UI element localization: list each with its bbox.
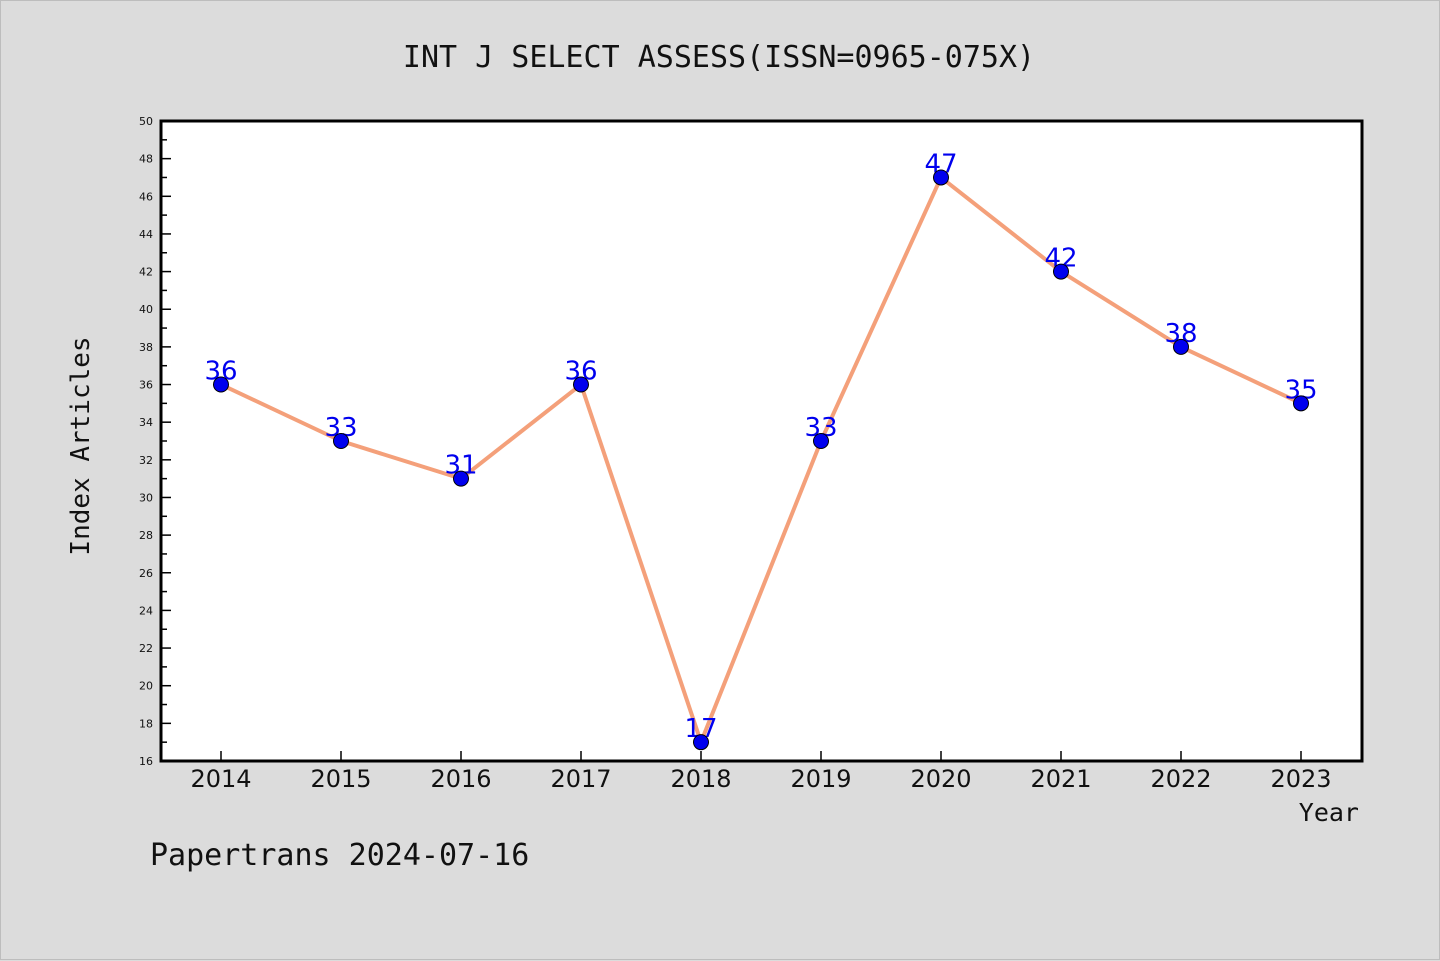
x-tick-label: 2022 [1150,765,1211,793]
y-tick-label: 16 [139,755,153,768]
series-line [220,175,1302,745]
x-axis: 2014 2015 2016 2017 2018 2019 2020 2021 2022 2023 [190,751,1332,793]
chart-title: INT J SELECT ASSESS(ISSN=0965-075X) [403,40,1035,75]
data-markers [213,169,1309,751]
data-point [333,433,349,449]
y-tick-label: 18 [139,717,153,730]
y-tick-label: 46 [139,190,153,203]
x-tick-label: 2019 [790,765,851,793]
plot-frame [159,119,1364,763]
data-point [453,470,469,487]
data-point [573,376,589,393]
data-point [813,433,829,449]
x-tick-label: 2015 [310,765,371,793]
y-tick-label: 28 [139,529,153,542]
y-tick-label: 30 [139,491,153,504]
x-tick-label: 2023 [1270,765,1331,793]
plot-area [161,121,1362,761]
y-tick-label: 32 [139,454,153,467]
x-tick-label: 2020 [910,765,971,793]
data-point [1173,338,1189,355]
data-point [693,734,709,751]
y-tick-label: 36 [139,379,153,392]
y-tick-label: 44 [139,228,153,241]
x-tick-label: 2017 [550,765,611,793]
y-tick-label: 26 [139,567,153,580]
y-tick-label: 22 [139,642,153,655]
data-point [1053,263,1069,280]
x-tick-label: 2018 [670,765,731,793]
y-tick-label: 42 [139,266,153,279]
x-tick-label: 2021 [1030,765,1091,793]
y-axis: 16 18 20 22 24 26 28 30 32 34 36 38 40 42 44 46 48 50 [139,115,171,768]
y-tick-label: 24 [139,604,153,617]
y-axis-label: Index Articles [66,336,96,555]
y-tick-label: 48 [139,153,153,166]
y-tick-label: 38 [139,341,153,354]
y-tick-label: 40 [139,303,153,316]
x-tick-label: 2014 [190,765,251,793]
x-tick-label: 2016 [430,765,491,793]
y-tick-label: 34 [139,416,153,429]
x-axis-label: Year [1299,798,1359,827]
data-point [933,169,949,186]
data-point [213,376,229,393]
footer-credit: Papertrans 2024-07-16 [150,838,529,873]
y-tick-label: 20 [139,680,153,693]
data-point [1293,395,1309,412]
y-tick-label: 50 [139,115,153,128]
